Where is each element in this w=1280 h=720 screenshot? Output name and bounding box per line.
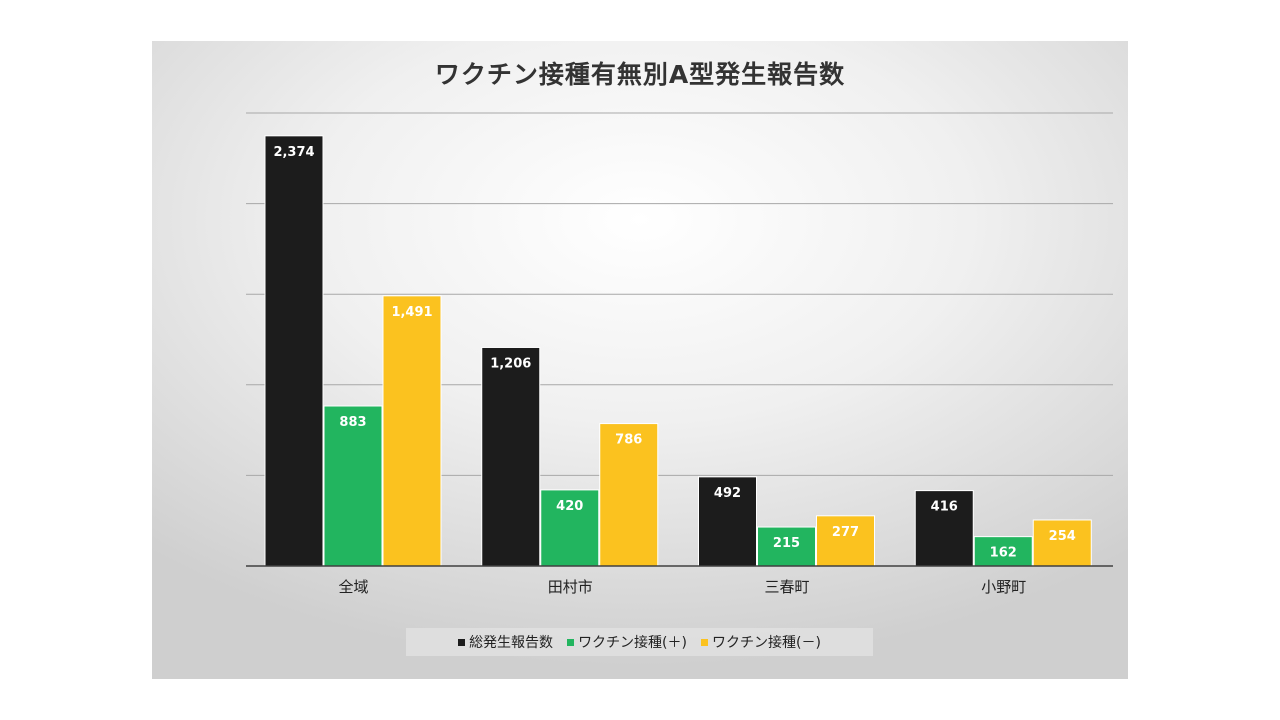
chart-panel: ワクチン接種有無別A型発生報告数 2,374 883 1,491 全域 1,206 420…	[152, 41, 1128, 679]
legend-item-vaccinated: ワクチン接種(＋)	[567, 632, 687, 652]
bar-1-2	[757, 526, 816, 567]
bar-chart: 2,374 883 1,491 全域 1,206 420 786 田村市 492 215 277 三春…	[246, 112, 1113, 596]
data-label-0-1: 1,206	[490, 356, 531, 371]
legend-label-vaccinated: ワクチン接種(＋)	[578, 635, 687, 651]
legend-swatch-total	[458, 638, 466, 646]
legend-item-total: 総発生報告数	[458, 632, 553, 652]
data-label-1-3: 162	[990, 546, 1017, 561]
bar-1-1	[540, 489, 600, 567]
category-label-0: 全域	[338, 578, 368, 596]
bar-1-3	[973, 536, 1033, 567]
legend-label-total: 総発生報告数	[469, 635, 554, 651]
data-label-1-0: 883	[339, 415, 366, 430]
bar-2-0	[382, 295, 442, 567]
data-label-1-2: 215	[773, 536, 800, 551]
bar-2-3	[1032, 519, 1092, 567]
category-label-1: 田村市	[548, 578, 593, 596]
data-label-0-2: 492	[714, 486, 741, 501]
bar-0-2	[698, 476, 757, 567]
bar-0-1	[481, 346, 541, 567]
data-label-0-0: 2,374	[273, 145, 314, 160]
data-label-0-3: 416	[931, 500, 958, 515]
bar-0-3	[914, 490, 974, 567]
bar-2-1	[599, 423, 659, 567]
legend-swatch-unvaccinated	[701, 638, 708, 646]
data-label-1-1: 420	[556, 499, 583, 514]
bar-0-0	[264, 135, 324, 567]
bar-2-2	[816, 515, 875, 567]
category-label-3: 小野町	[981, 578, 1026, 596]
legend-swatch-vaccinated	[567, 638, 575, 646]
legend-item-unvaccinated: ワクチン接種(－)	[701, 632, 821, 652]
data-label-2-0: 1,491	[391, 305, 432, 320]
legend-label-unvaccinated: ワクチン接種(－)	[712, 635, 821, 651]
data-label-2-1: 786	[615, 433, 642, 448]
chart-title: ワクチン接種有無別A型発生報告数	[434, 60, 846, 89]
legend: 総発生報告数 ワクチン接種(＋) ワクチン接種(－)	[406, 628, 873, 656]
bar-1-0	[323, 405, 383, 567]
data-label-2-2: 277	[832, 525, 859, 540]
data-label-2-3: 254	[1049, 529, 1076, 544]
category-label-2: 三春町	[764, 578, 809, 596]
